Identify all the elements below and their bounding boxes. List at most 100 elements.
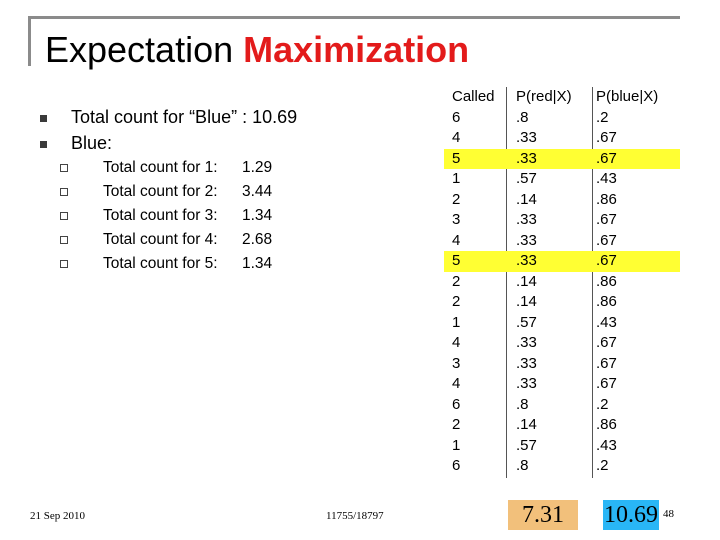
table-row: 4 .33 .67 [444, 231, 680, 252]
sub-bullet-value: 1.34 [242, 207, 273, 224]
cell-p-blue: .67 [596, 375, 617, 392]
table-row: 1 .57 .43 [444, 313, 680, 334]
table-row: 2 .14 .86 [444, 272, 680, 293]
bullet-text: Blue: [71, 133, 113, 153]
cell-p-blue: .86 [596, 272, 617, 290]
cell-p-red: .14 [516, 416, 537, 433]
table-row: 4 .33 .67 [444, 374, 680, 395]
cell-p-blue: .67 [596, 252, 617, 269]
header-called: Called [452, 88, 495, 105]
cell-p-blue: .2 [596, 108, 609, 126]
table-header-row: Called P(red|X) P(blue|X) [444, 87, 680, 108]
probability-table: Called P(red|X) P(blue|X) 6 .8 .2 4 .33 .67 5.… [444, 87, 680, 477]
cell-called: 1 [452, 313, 461, 331]
cell-called: 1 [452, 170, 461, 187]
cell-called: 1 [452, 436, 461, 454]
table-row: 5 .33 .67 [444, 251, 680, 272]
cell-p-blue: .43 [596, 170, 617, 187]
cell-p-red: .33 [516, 211, 537, 228]
cell-called: 4 [452, 334, 461, 351]
table-row: 3 .33 .67 [444, 210, 680, 231]
cell-p-blue: .67 [596, 334, 617, 351]
sub-bullet-label: Total count for 4: [103, 231, 218, 248]
cell-p-blue: .43 [596, 436, 617, 454]
slide-title: Expectation Maximization [45, 28, 469, 72]
table-row: 1 .57 .43 [444, 436, 680, 457]
cell-called: 6 [452, 395, 461, 413]
blue-sum-box: 10.69 [603, 500, 659, 530]
cell-p-blue: .86 [596, 416, 617, 433]
cell-p-red: .33 [516, 231, 537, 249]
cell-p-red: .8 [516, 395, 529, 413]
cell-p-blue: .43 [596, 313, 617, 331]
cell-p-blue: .2 [596, 395, 609, 413]
sub-bullet-label: Total count for 1: [103, 159, 218, 176]
cell-called: 6 [452, 457, 461, 474]
cell-p-blue: .86 [596, 293, 617, 310]
table-row: 2 .14 .86 [444, 415, 680, 436]
cell-p-red: .57 [516, 170, 537, 187]
square-bullet-icon [40, 115, 47, 122]
cell-called: 4 [452, 129, 461, 146]
table-row: 2 .14 .86 [444, 190, 680, 211]
sub-bullet-value: 2.68 [242, 231, 273, 248]
cell-called: 2 [452, 190, 461, 208]
table-row: 6 .8 .2 [444, 108, 680, 129]
red-sum-box: 7.31 [508, 500, 578, 530]
table-row: 5 .33 .67 [444, 148, 680, 169]
cell-p-blue: .67 [596, 231, 617, 249]
hollow-square-bullet-icon [60, 212, 68, 220]
cell-called: 5 [452, 252, 461, 269]
table-row: 2 .14 .86 [444, 292, 680, 313]
cell-called: 4 [452, 231, 461, 249]
slide-title-part1: Expectation [45, 29, 244, 70]
cell-called: 6 [452, 108, 461, 126]
table-row: 3 .33 .67 [444, 354, 680, 375]
cell-p-red: .33 [516, 354, 537, 372]
sub-bullet-label: Total count for 5: [103, 255, 218, 272]
sub-bullet-label: Total count for 2: [103, 183, 218, 200]
cell-p-red: .8 [516, 108, 529, 126]
table-row: 6 .8 .2 [444, 395, 680, 416]
cell-p-blue: .2 [596, 457, 609, 474]
cell-p-red: .14 [516, 190, 537, 208]
cell-called: 3 [452, 354, 461, 372]
cell-p-red: .33 [516, 149, 537, 167]
cell-p-blue: .67 [596, 354, 617, 372]
page-number: 48 [663, 508, 674, 520]
cell-p-blue: .67 [596, 211, 617, 228]
column-divider [506, 87, 507, 478]
table-row: 4 .33 .67 [444, 333, 680, 354]
column-divider [592, 87, 593, 478]
table-row: 4 .33 .67 [444, 128, 680, 149]
sub-bullet-value: 1.34 [242, 255, 273, 272]
cell-p-red: .33 [516, 334, 537, 351]
slide-title-part2: Maximization [243, 29, 470, 70]
hollow-square-bullet-icon [60, 236, 68, 244]
header-p-red: P(red|X) [516, 88, 572, 105]
cell-p-red: .14 [516, 293, 537, 310]
hollow-square-bullet-icon [60, 260, 68, 268]
header-p-blue: P(blue|X) [596, 88, 659, 105]
cell-p-red: .33 [516, 375, 537, 392]
cell-p-red: .33 [516, 252, 537, 269]
cell-p-red: .33 [516, 129, 537, 146]
hollow-square-bullet-icon [60, 164, 68, 172]
title-frame [28, 16, 680, 66]
table-row: 1 .57 .43 [444, 169, 680, 190]
cell-p-red: .14 [516, 272, 537, 290]
hollow-square-bullet-icon [60, 188, 68, 196]
cell-p-red: .57 [516, 436, 537, 454]
cell-called: 2 [452, 272, 461, 290]
title-frame-left-rule [28, 16, 31, 66]
footer-course: 11755/18797 [326, 510, 384, 522]
sub-bullet-value: 3.44 [242, 183, 273, 200]
sub-bullet-label: Total count for 3: [103, 207, 218, 224]
cell-p-red: .57 [516, 313, 537, 331]
square-bullet-icon [40, 141, 47, 148]
footer-date: 21 Sep 2010 [30, 510, 85, 522]
cell-called: 2 [452, 416, 461, 433]
cell-p-red: .8 [516, 457, 529, 474]
cell-called: 5 [452, 149, 461, 167]
sub-bullet-value: 1.29 [242, 159, 273, 176]
